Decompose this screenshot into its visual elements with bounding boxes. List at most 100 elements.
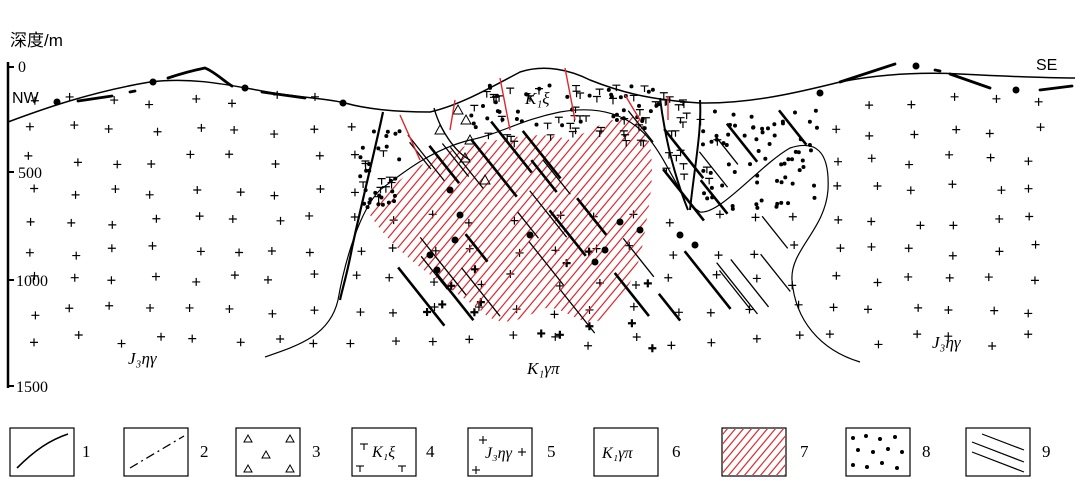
cross-mark [104, 124, 113, 133]
cross-mark [795, 331, 804, 340]
depth-tick-0: 0 [18, 59, 26, 76]
cross-mark [907, 100, 916, 109]
tee-mark [575, 115, 584, 122]
tee-mark [622, 139, 631, 147]
vein-line [622, 237, 655, 278]
legend-item-5: J₃ηγ 5 [467, 427, 556, 477]
dot-mark [397, 157, 402, 162]
cross-mark [25, 122, 34, 131]
cross-mark [984, 273, 993, 282]
legend-item-7: 7 [721, 427, 809, 477]
cross-mark [1034, 97, 1043, 106]
dot-mark [813, 108, 818, 113]
hatch-line [69, 100, 269, 340]
vein-line [663, 128, 705, 179]
dot-mark [701, 129, 706, 134]
vein-line [441, 143, 470, 177]
legend-text: K₁ξ [371, 444, 395, 461]
dot-mark [720, 183, 725, 188]
hatch-line [599, 116, 652, 323]
tee-mark [534, 88, 543, 95]
tee-mark [379, 150, 388, 157]
dot-mark [772, 122, 777, 127]
cross-mark [151, 272, 160, 281]
dot-mark [364, 168, 369, 173]
dot-mark [426, 251, 434, 259]
legend-number: 9 [1042, 442, 1051, 461]
tee-mark [671, 130, 680, 137]
legend: 1 2 3 K₁ξ 4 [9, 427, 1051, 477]
tee-mark [676, 149, 685, 157]
tee-mark [503, 134, 512, 141]
cross-mark [945, 273, 954, 282]
dot-mark [646, 89, 651, 94]
cross-mark [192, 94, 201, 103]
dot-mark [760, 126, 765, 131]
cross-mark [225, 304, 234, 313]
cross-mark [790, 241, 799, 250]
cross-mark [832, 125, 841, 134]
hatch-line [374, 116, 576, 323]
tee-mark [484, 132, 493, 140]
tee-mark [679, 99, 688, 106]
cross-mark [627, 319, 636, 328]
label-porphyry: K₁γπ [526, 359, 560, 378]
tee-mark [659, 92, 668, 99]
dot-mark [775, 178, 780, 183]
dot-mark [397, 129, 402, 134]
dot-mark [565, 94, 570, 99]
vein-line [715, 136, 739, 165]
cross-mark [913, 330, 922, 339]
tee-mark [651, 101, 660, 108]
cross-mark [145, 100, 154, 109]
vein-line [761, 215, 789, 249]
tee-mark [672, 154, 681, 162]
cross-mark [905, 160, 914, 169]
dot-mark [500, 117, 505, 122]
vein-line [576, 197, 608, 236]
solid-line-icon [16, 433, 69, 469]
vein-line [657, 292, 682, 322]
dot-mark [772, 133, 777, 138]
legend-box [9, 427, 75, 477]
vein-line [716, 262, 758, 315]
cross-mark [873, 278, 882, 287]
cross-mark [555, 281, 564, 290]
dot-mark [759, 198, 764, 203]
dot-mark [702, 191, 707, 196]
tee-mark [361, 162, 370, 170]
cross-mark [225, 150, 234, 159]
dot-mark [790, 157, 795, 162]
fault-right-a [659, 97, 689, 211]
cross-mark [667, 341, 676, 350]
vein-line [529, 190, 568, 238]
hatch-line [753, 100, 953, 340]
cross-mark [230, 125, 239, 134]
cross-mark [385, 273, 394, 282]
cross-mark [264, 275, 273, 284]
triangle-mark [434, 123, 446, 135]
dot-mark [767, 142, 772, 147]
dot-mark [385, 129, 390, 134]
cross-mark [431, 246, 440, 255]
dot-mark [808, 148, 813, 153]
tee-mark [582, 115, 591, 122]
tee-mark [702, 166, 711, 174]
cross-mark [270, 130, 279, 139]
cross-mark [834, 157, 843, 166]
cross-mark [30, 271, 39, 280]
cross-mark [310, 92, 319, 101]
cross-mark [986, 153, 995, 162]
tee-mark [680, 173, 689, 181]
tee-mark [497, 115, 506, 123]
tee-mark [640, 85, 649, 92]
cross-mark [833, 181, 842, 190]
legend-number: 3 [312, 442, 321, 461]
dot-mark [798, 137, 803, 142]
dot-mark [578, 119, 583, 124]
dot-mark [705, 196, 710, 201]
dot-mark [701, 168, 706, 173]
cross-mark [30, 96, 39, 105]
hatch-line [150, 100, 350, 340]
